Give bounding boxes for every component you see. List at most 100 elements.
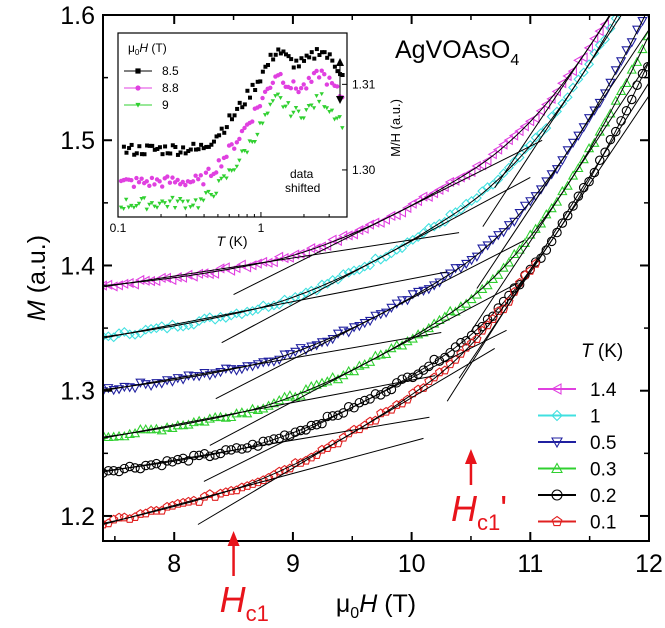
data-point	[130, 329, 141, 340]
data-point	[612, 1, 620, 9]
inset-data-point	[242, 102, 247, 107]
data-point	[605, 78, 616, 88]
data-point	[530, 223, 541, 233]
inset-series-layer	[118, 47, 345, 212]
inset-data-point	[284, 52, 289, 57]
data-point	[135, 423, 146, 434]
data-point	[349, 403, 359, 413]
inset-data-point	[183, 151, 188, 156]
inset-data-point	[206, 144, 211, 149]
data-point	[204, 268, 214, 280]
inset-data-point	[237, 100, 242, 105]
fit-line	[103, 232, 460, 288]
inset-data-point	[229, 168, 234, 173]
inset-data-point	[193, 198, 198, 203]
data-point	[199, 491, 210, 501]
data-point	[551, 196, 563, 206]
inset-data-point	[255, 79, 260, 84]
inset-data-point	[239, 149, 245, 154]
data-point	[402, 202, 412, 214]
data-point	[167, 319, 178, 330]
legend-entry-0-1: 0.1	[538, 513, 616, 534]
fit-line	[458, 95, 649, 379]
inset-data-point	[134, 204, 139, 208]
inset-note-line-2: shifted	[285, 181, 320, 195]
inset-data-point	[289, 57, 294, 62]
inset-data-point	[178, 150, 183, 155]
data-point	[370, 253, 381, 264]
fit-line	[103, 271, 448, 339]
x-axis-title: μ0H (T)	[336, 590, 416, 622]
inset-data-point	[157, 145, 162, 150]
inset-data-point	[168, 151, 173, 156]
y-tick-label: 1.4	[60, 252, 95, 280]
inset-data-point	[219, 164, 224, 169]
data-point	[503, 221, 515, 231]
data-point	[461, 336, 471, 346]
data-point	[466, 293, 477, 304]
data-point	[290, 427, 301, 437]
data-point	[551, 86, 561, 97]
data-point	[167, 377, 178, 387]
data-point	[221, 445, 231, 455]
inset-x-axis-title: T (K)	[216, 233, 247, 249]
data-point	[290, 347, 301, 358]
data-point	[418, 383, 429, 392]
inset-data-point	[150, 143, 155, 148]
y-tick-label: 1.5	[60, 127, 95, 155]
inset-data-point	[304, 86, 309, 91]
legend-entry-0-3: 0.3	[538, 460, 616, 481]
inset-data-point	[237, 158, 242, 163]
inset-data-point	[165, 205, 170, 210]
fit-line	[446, 82, 649, 402]
data-point	[205, 451, 215, 462]
inset-data-point	[247, 95, 252, 100]
inset-data-point	[163, 144, 168, 149]
inset-data-point	[273, 94, 278, 99]
data-point	[557, 156, 568, 166]
data-point	[610, 66, 621, 76]
data-point	[258, 300, 269, 311]
data-point	[460, 169, 471, 181]
inset-data-point	[232, 113, 237, 118]
data-point	[456, 337, 466, 348]
data-point	[540, 99, 551, 110]
data-point	[637, 68, 648, 79]
inset-data-point	[257, 103, 263, 109]
inset-data-point	[139, 197, 144, 201]
inset-legend-marker	[135, 85, 141, 91]
inset-data-point	[332, 117, 337, 122]
inset-data-point	[291, 79, 296, 84]
inset-data-point	[196, 176, 201, 182]
inset-data-point	[118, 205, 124, 210]
data-point	[514, 244, 525, 254]
legend-marker	[551, 462, 563, 474]
inset-data-point	[134, 175, 139, 181]
data-point	[333, 274, 343, 285]
inset-data-point	[273, 52, 278, 57]
inset-series-8-5	[121, 47, 345, 157]
data-point	[594, 98, 605, 109]
inset-data-point	[278, 51, 283, 56]
inset-data-point	[288, 114, 294, 119]
data-point	[423, 285, 434, 295]
main-plot-frame	[102, 14, 650, 542]
data-point	[354, 424, 365, 434]
inset-data-point	[250, 119, 255, 124]
inset-data-point	[203, 170, 209, 175]
inset-data-point	[155, 146, 160, 151]
inset-y-tick-label: 1.31	[352, 77, 376, 91]
data-point	[637, 43, 648, 54]
data-point	[231, 262, 241, 274]
inset-data-point	[260, 69, 265, 74]
fit-lines-0-1	[103, 82, 649, 526]
inset-data-point	[329, 108, 335, 113]
inset-data-point	[175, 152, 180, 157]
data-point	[482, 241, 493, 251]
inset-data-point	[145, 143, 150, 148]
data-point	[594, 25, 604, 37]
data-point	[519, 121, 529, 132]
inset-data-point	[204, 144, 209, 149]
fit-line	[103, 416, 430, 473]
data-point	[541, 123, 552, 134]
